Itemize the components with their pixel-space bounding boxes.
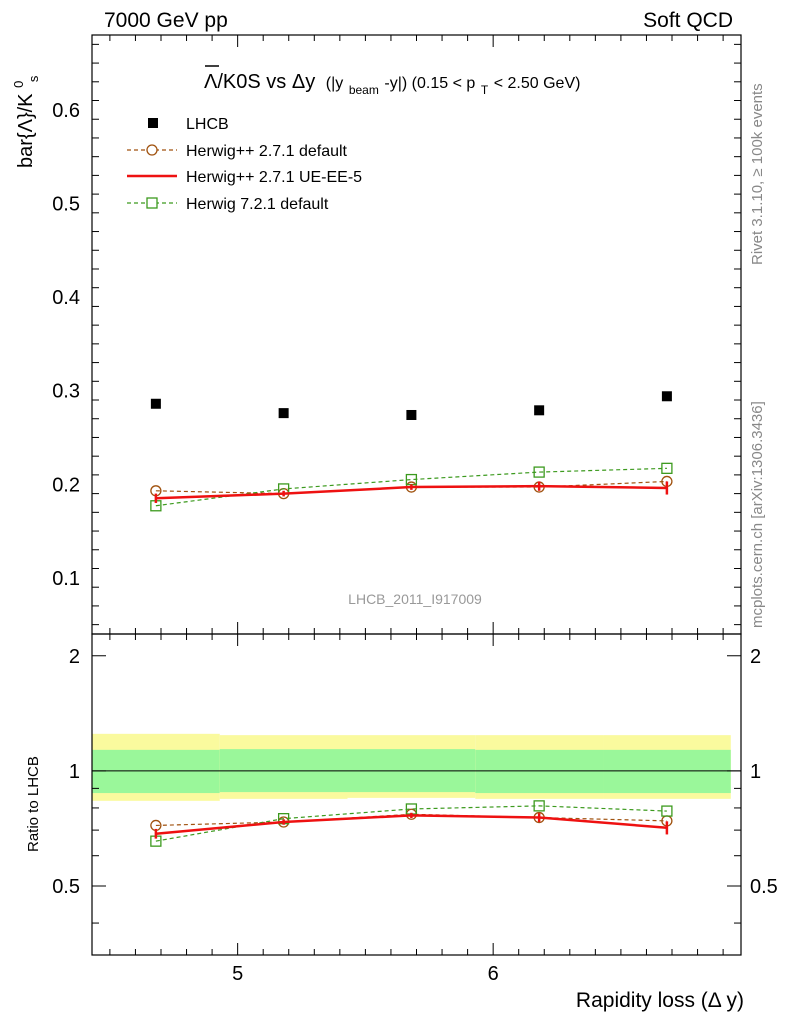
- ratio-tick-label-left-2: 2: [69, 646, 80, 668]
- legend: LHCB Herwig++ 2.7.1 default Herwig++ 2.7.1…: [127, 116, 362, 213]
- mcplots-label: mcplots.cern.ch [arXiv:1306.3436]: [749, 401, 766, 628]
- ratio-y-axis-label: Ratio to LHCB: [25, 756, 42, 852]
- title-tail: < 2.50 GeV): [494, 75, 581, 92]
- title-sub-rest: -y|) (0.15 < p: [384, 75, 475, 92]
- band-inner-4: [603, 749, 731, 794]
- y-axis-label-main: bar{Λ}/K: [15, 93, 37, 168]
- x-axis-label: Rapidity loss (Δ y): [576, 989, 744, 1012]
- x-tick-label-0: 5: [232, 963, 243, 985]
- axes: 5 6 0.1 0.2 0.3 0.4 0.5 0.6 0.5 0.5 1 1 2 2: [52, 34, 778, 985]
- ratio-tick-label-right-1: 1: [750, 761, 761, 783]
- header-right: Soft QCD: [643, 9, 733, 32]
- analysis-watermark: LHCB_2011_I917009: [348, 591, 482, 607]
- y-tick-label-0: 0.1: [52, 568, 80, 590]
- main-series-3-marker-3: [533, 466, 545, 478]
- chart-title: Λ/K0S vs Δy (|y beam -y|) (0.15 < p T < …: [204, 71, 580, 99]
- y-tick-label-3: 0.4: [52, 287, 80, 309]
- legend-marker-0: [148, 118, 158, 128]
- y-axis-label-sup: 0: [11, 81, 26, 88]
- main-series-0-point-3: [534, 405, 545, 416]
- ratio-tick-label-right-2: 2: [750, 646, 761, 668]
- ratio-series-2-marker-3: [533, 800, 545, 812]
- main-series-0-point-0: [150, 398, 161, 409]
- y-axis-label-sub: s: [26, 75, 41, 82]
- main-series-0-point-2: [406, 409, 417, 420]
- header-left: 7000 GeV pp: [104, 9, 228, 32]
- ratio-tick-label-left-0: 0.5: [52, 876, 80, 898]
- main-series-3-marker-4: [661, 462, 673, 474]
- band-inner-3: [475, 749, 604, 794]
- legend-label-2: Herwig++ 2.7.1 UE-EE-5: [186, 169, 362, 186]
- ratio-lines: [150, 800, 673, 847]
- y-tick-label-4: 0.5: [52, 193, 80, 215]
- main-lines: [150, 391, 673, 512]
- title-sub: (|y: [326, 75, 343, 92]
- main-series-0-point-1: [278, 408, 289, 419]
- legend-label-0: LHCB: [186, 116, 229, 133]
- y-tick-label-2: 0.3: [52, 381, 80, 403]
- main-series-0-point-4: [661, 391, 672, 402]
- title-sub-index: beam: [349, 83, 379, 97]
- legend-marker-3: [146, 197, 158, 209]
- ratio-series-2-marker-4: [661, 805, 673, 817]
- ratio-bands: [92, 733, 741, 801]
- title-pt-index: T: [481, 83, 489, 97]
- y-axis-label: bar{Λ}/K 0 s: [6, 75, 41, 168]
- band-inner-0: [92, 749, 220, 794]
- title-main: Λ/K0S vs Δy: [204, 71, 315, 93]
- ratio-tick-label-left-1: 1: [69, 761, 80, 783]
- x-tick-label-1: 6: [488, 963, 499, 985]
- legend-marker-1: [146, 144, 158, 156]
- rivet-label: Rivet 3.1.10, ≥ 100k events: [749, 83, 766, 265]
- y-tick-label-5: 0.6: [52, 100, 80, 122]
- y-tick-label-1: 0.2: [52, 474, 80, 496]
- legend-label-3: Herwig 7.2.1 default: [186, 196, 329, 213]
- legend-label-1: Herwig++ 2.7.1 default: [186, 143, 348, 160]
- ratio-tick-label-right-0: 0.5: [750, 876, 778, 898]
- ratio-series-1-line: [155, 814, 668, 835]
- ratio-series-2-line: [155, 805, 667, 842]
